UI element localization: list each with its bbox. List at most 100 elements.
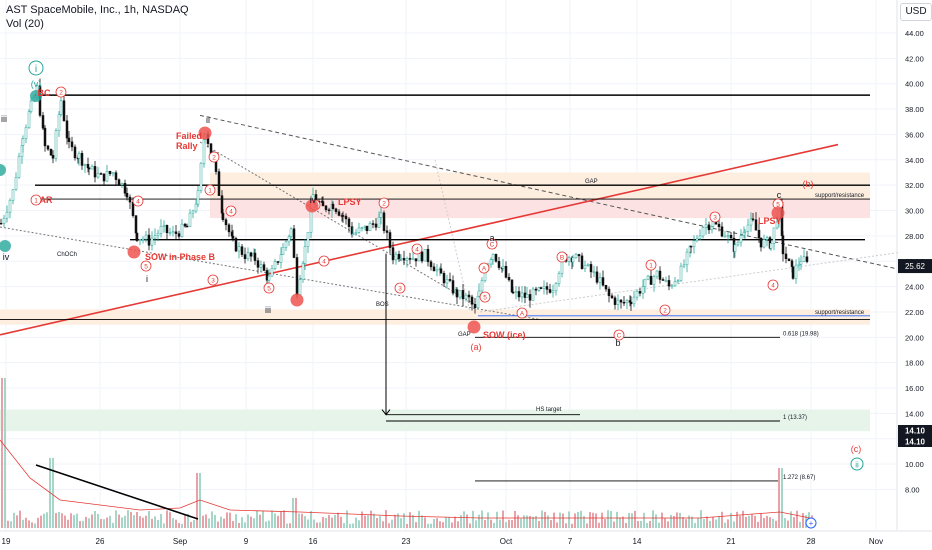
volume-bar (655, 514, 657, 528)
candle-body (423, 248, 427, 262)
volume-bar (697, 518, 699, 528)
wave-count-marker (556, 251, 568, 263)
wave-count-marker (55, 86, 67, 98)
arrow-head (381, 409, 391, 416)
candle-body (534, 288, 538, 291)
wave-count-marker (394, 282, 406, 294)
wave-ii-label: ii (855, 461, 859, 470)
volume-bar (169, 512, 171, 528)
volume-bar (190, 521, 192, 528)
candle-body (292, 228, 296, 258)
candle-body (583, 265, 587, 269)
volume-bar (328, 515, 330, 528)
volume-bar (112, 522, 114, 528)
volume-bar (256, 510, 258, 528)
candle-body (497, 261, 501, 268)
candle-body (759, 237, 763, 248)
volume-bar (622, 516, 624, 528)
volume-bar (244, 522, 246, 528)
candle-body (120, 183, 124, 186)
candle-body (729, 234, 733, 239)
candle-body (411, 258, 415, 260)
volume-bar (178, 523, 180, 528)
add-indicator-icon (805, 517, 817, 529)
y-tick-label: 18.00 (905, 359, 924, 368)
y-tick-label: 44.00 (905, 29, 924, 38)
candle-body (134, 215, 138, 234)
volume-bar (781, 468, 783, 528)
y-tick-label: 8.00 (905, 485, 920, 494)
volume-bar (37, 517, 39, 528)
volume-indicator-label[interactable]: Vol (20) (6, 18, 44, 30)
volume-bar (607, 510, 609, 528)
candle-body (667, 280, 671, 287)
volume-bar (13, 512, 15, 528)
volume-bar (739, 515, 741, 528)
candle-body (191, 210, 195, 214)
candle-body (629, 301, 633, 305)
candle-body (805, 256, 809, 262)
candle-body (43, 127, 47, 147)
volume-bar (733, 521, 735, 528)
candle-body (432, 266, 436, 272)
volume-bar (58, 512, 60, 528)
currency-selector[interactable]: USD (900, 3, 932, 21)
volume-bar (133, 515, 135, 528)
price-tag (898, 436, 932, 447)
wave-count-marker-text: 1 (208, 188, 212, 195)
projection-line-2 (479, 251, 901, 313)
volume-bar (208, 518, 210, 528)
candle-body (739, 235, 743, 243)
candle-body (165, 224, 169, 234)
volume-bar (409, 512, 411, 528)
wave-count-marker-text: 5 (144, 264, 148, 271)
candle-body (90, 166, 94, 170)
wave-count-marker (208, 151, 220, 163)
candle-body (168, 232, 172, 234)
volume-bar (619, 517, 621, 528)
candle-body (2, 217, 6, 224)
wave-count-marker-text: 3 (211, 278, 215, 285)
volume-bar (412, 515, 414, 528)
wave-count-marker-text: 4 (136, 199, 140, 206)
volume-bar (391, 519, 393, 528)
candle-body (514, 291, 518, 293)
price-zone (0, 409, 870, 432)
candle-body (357, 227, 361, 233)
candle-body (108, 170, 112, 175)
wave-count-marker-text: 5 (267, 286, 271, 293)
volume-bar (187, 513, 189, 528)
wave-count-marker-text: 2 (212, 155, 216, 162)
symbol-title[interactable]: AST SpaceMobile, Inc., 1h, NASDAQ (6, 4, 189, 16)
volume-bar (379, 516, 381, 528)
volume-bar (154, 516, 156, 528)
volume-bar (25, 517, 27, 528)
candle-body (470, 296, 474, 305)
volume-bar (310, 510, 312, 528)
volume-bar (139, 516, 141, 528)
candle-body (494, 253, 498, 262)
volume-bar (649, 520, 651, 528)
candle-body (249, 252, 253, 257)
volume-bar (496, 511, 498, 528)
volume-bar (385, 510, 387, 528)
volume-bar (388, 523, 390, 528)
wave-count-marker (613, 329, 625, 341)
wave-count-marker-text: 3 (713, 215, 717, 222)
hs-target-label: HS target (536, 407, 562, 413)
volume-bar (259, 514, 261, 528)
volume-bar (523, 515, 525, 528)
ar-label: AR (40, 195, 53, 205)
candle-body (480, 280, 484, 292)
candle-body (265, 270, 269, 281)
candle-body (464, 294, 468, 300)
volume-bar (4, 378, 6, 528)
volume-bar (718, 516, 720, 528)
candle-body (227, 224, 231, 233)
candle-body (273, 261, 277, 269)
candle-body (525, 294, 529, 298)
volume-bar (691, 516, 693, 528)
volume-bar (184, 515, 186, 528)
volume-bar (748, 515, 750, 528)
